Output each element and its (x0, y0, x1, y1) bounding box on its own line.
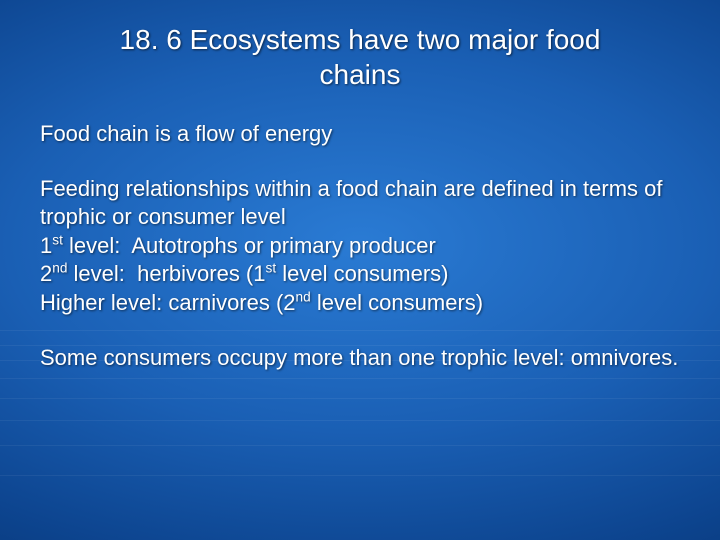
body-line: Feeding relationships within a food chai… (40, 175, 680, 232)
slide-container: 18. 6 Ecosystems have two major food cha… (0, 0, 720, 540)
slide-body: Food chain is a flow of energy Feeding re… (40, 120, 680, 372)
paragraph: Food chain is a flow of energy (40, 120, 680, 149)
paragraph: Some consumers occupy more than one trop… (40, 344, 680, 373)
body-line: Some consumers occupy more than one trop… (40, 344, 680, 373)
slide-title: 18. 6 Ecosystems have two major food cha… (80, 22, 640, 92)
body-line: Food chain is a flow of energy (40, 120, 680, 149)
body-line: 2nd level: herbivores (1st level consume… (40, 260, 680, 289)
body-line: 1st level: Autotrophs or primary produce… (40, 232, 680, 261)
body-line: Higher level: carnivores (2nd level cons… (40, 289, 680, 318)
paragraph: Feeding relationships within a food chai… (40, 175, 680, 318)
